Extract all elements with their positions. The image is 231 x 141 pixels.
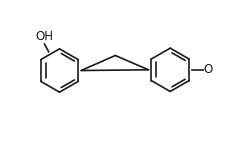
Text: OH: OH [35,30,53,43]
Text: O: O [203,63,212,76]
